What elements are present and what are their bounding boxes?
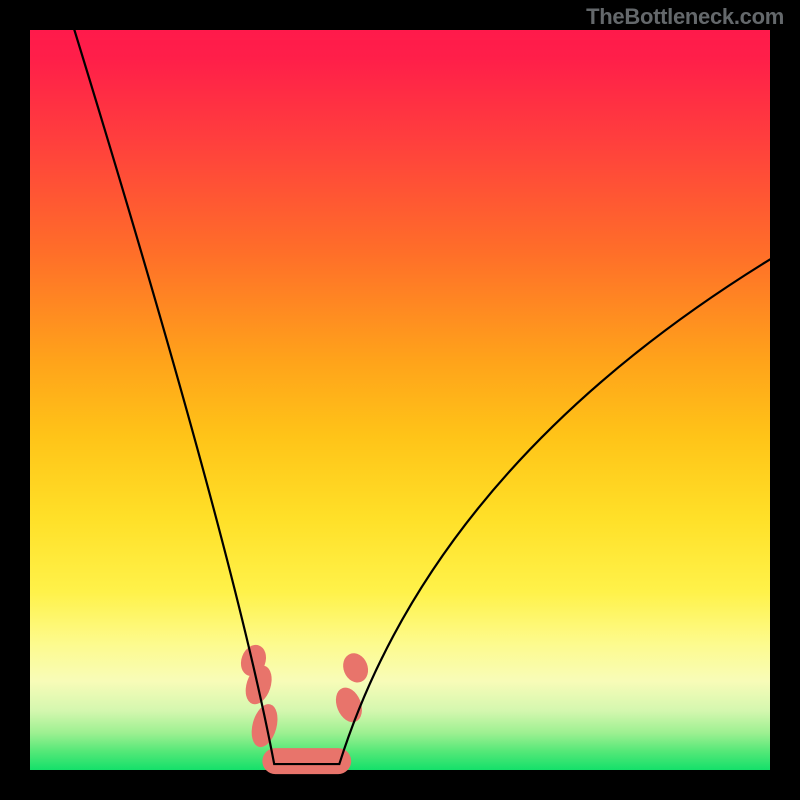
bottleneck-chart — [0, 0, 800, 800]
attribution-text: TheBottleneck.com — [586, 4, 784, 30]
chart-container: TheBottleneck.com — [0, 0, 800, 800]
gradient-background — [30, 30, 770, 770]
